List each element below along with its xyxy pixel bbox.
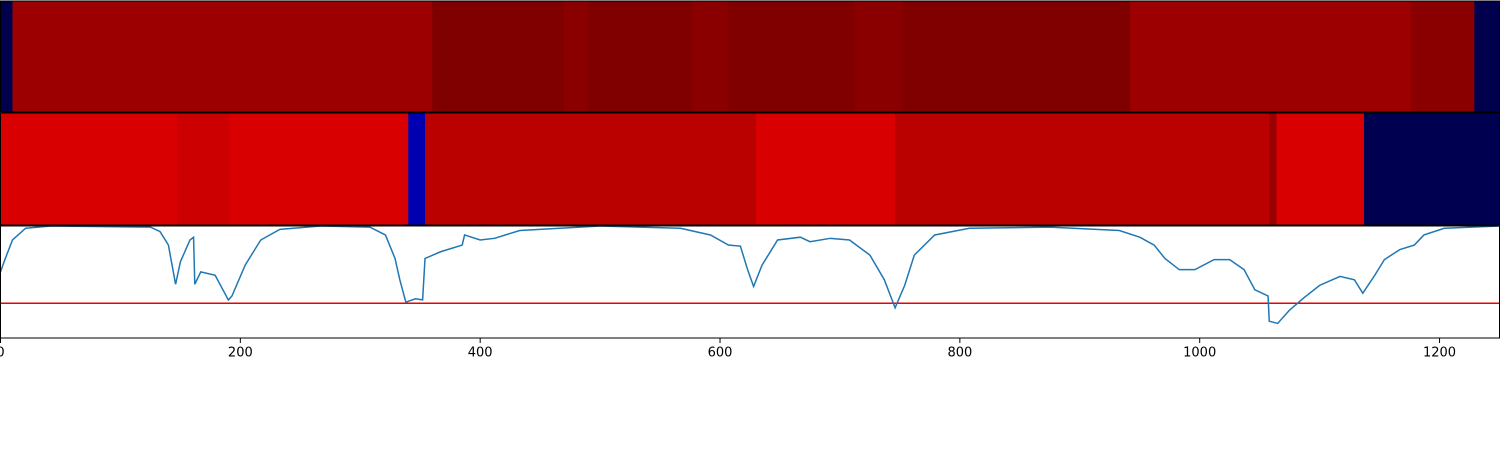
x-tick-label: 1000 bbox=[1183, 346, 1216, 361]
heat-cell bbox=[1363, 113, 1500, 225]
heat-cell bbox=[0, 113, 178, 225]
heat-cell bbox=[854, 1, 903, 112]
heat-cell bbox=[1276, 113, 1365, 225]
heat-cell bbox=[692, 1, 729, 112]
heat-cell bbox=[895, 113, 1270, 225]
heat-cell bbox=[755, 113, 896, 225]
x-tick-label: 400 bbox=[468, 346, 493, 361]
data-line bbox=[0, 225, 1500, 325]
heat-cell bbox=[1474, 1, 1500, 112]
heat-cell bbox=[1410, 1, 1475, 112]
x-tick-label: 0 bbox=[0, 346, 5, 361]
heat-cell bbox=[1269, 113, 1277, 225]
heat-cell bbox=[1130, 1, 1412, 112]
heat-cell bbox=[902, 1, 1131, 112]
heat-cell bbox=[12, 1, 433, 112]
heat-cell bbox=[408, 113, 426, 225]
x-tick-label: 1200 bbox=[1423, 346, 1456, 361]
heat-cell bbox=[564, 1, 589, 112]
x-tick-label: 600 bbox=[708, 346, 733, 361]
heat-cell bbox=[432, 1, 565, 112]
x-tick-label: 800 bbox=[947, 346, 972, 361]
heat-cell bbox=[425, 113, 757, 225]
heat-cell bbox=[588, 1, 693, 112]
panel-frame bbox=[0, 225, 1500, 339]
x-tick-label: 200 bbox=[228, 346, 253, 361]
heat-cell bbox=[229, 113, 409, 225]
heat-cell bbox=[0, 1, 13, 112]
heat-cell bbox=[176, 113, 231, 225]
heat-cell bbox=[728, 1, 855, 112]
